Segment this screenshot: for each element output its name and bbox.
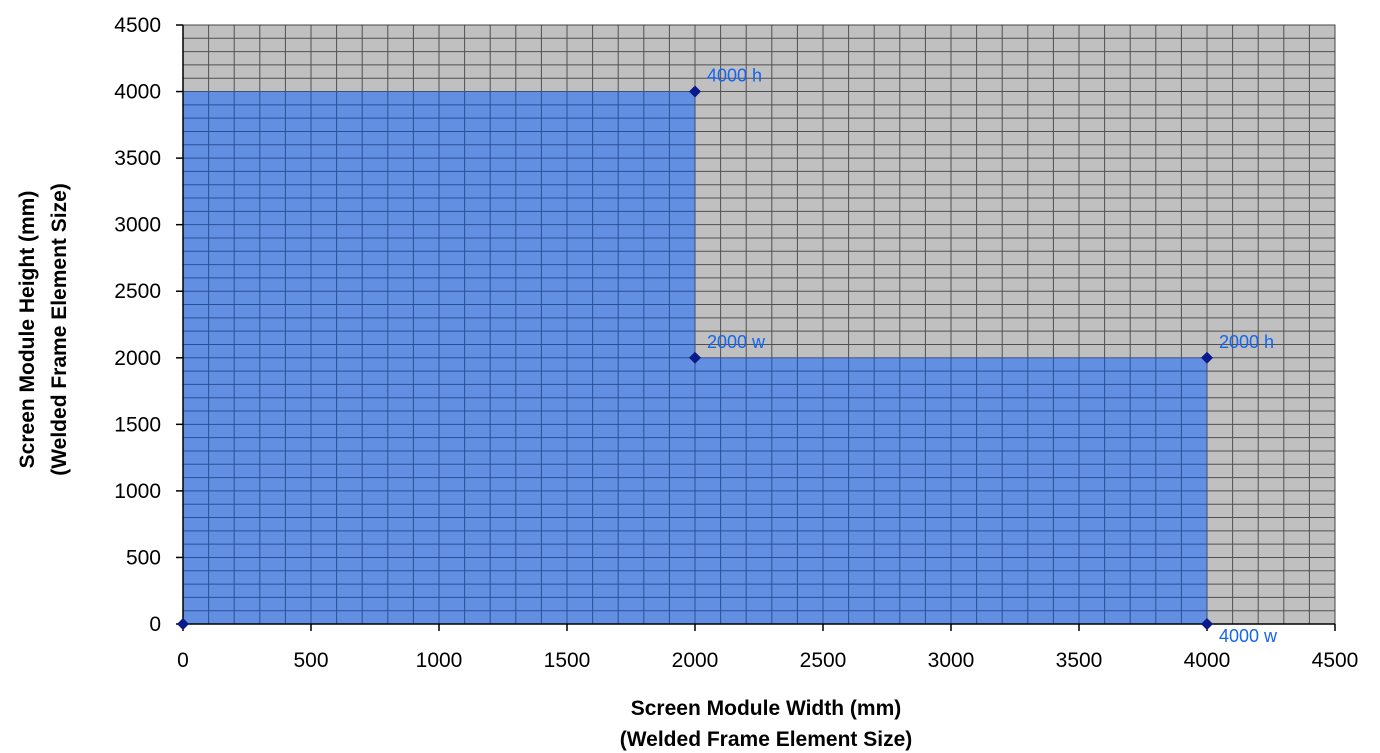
data-point-label: 2000 w xyxy=(707,332,766,352)
y-tick-label: 1500 xyxy=(114,413,161,436)
x-tick-label: 1500 xyxy=(544,649,591,672)
x-tick-label: 3500 xyxy=(1056,649,1103,672)
x-axis-title: Screen Module Width (mm) xyxy=(631,697,902,720)
y-axis: 0 500 1000 1500 2000 2500 3000 3500 4000 4500 xyxy=(114,14,184,636)
data-point-marker xyxy=(1201,618,1213,630)
x-tick-label: 2500 xyxy=(800,649,847,672)
data-point-marker xyxy=(1201,351,1213,364)
x-axis-subtitle: (Welded Frame Element Size) xyxy=(620,728,913,751)
data-point-marker xyxy=(689,351,701,364)
x-tick-label: 3000 xyxy=(928,649,975,672)
data-point-label: 2000 h xyxy=(1219,332,1274,352)
y-tick-label: 3000 xyxy=(114,214,161,237)
point-labels: 4000 h 2000 w 2000 h 4000 w xyxy=(707,66,1278,646)
x-tick-label: 4000 xyxy=(1184,649,1231,672)
data-markers xyxy=(177,85,1213,630)
data-point-marker xyxy=(177,618,189,630)
x-tick-label: 4500 xyxy=(1312,649,1359,672)
y-axis-subtitle: (Welded Frame Element Size) xyxy=(48,183,71,476)
y-tick-label: 4000 xyxy=(114,81,161,104)
x-axis: 0 500 1000 1500 2000 2500 3000 3500 4000 4500 xyxy=(177,623,1359,672)
x-tick-label: 500 xyxy=(293,649,328,672)
y-tick-label: 4500 xyxy=(114,14,161,37)
y-tick-label: 3500 xyxy=(114,147,161,170)
y-tick-label: 0 xyxy=(149,613,161,636)
y-tick-label: 1000 xyxy=(114,480,161,503)
data-point-label: 4000 w xyxy=(1219,626,1278,646)
data-point-label: 4000 h xyxy=(707,66,762,86)
x-tick-label: 2000 xyxy=(672,649,719,672)
data-point-marker xyxy=(689,85,701,98)
y-tick-label: 500 xyxy=(126,546,161,569)
y-tick-label: 2000 xyxy=(114,347,161,370)
y-tick-label: 2500 xyxy=(114,280,161,303)
y-axis-title: Screen Module Height (mm) xyxy=(16,191,39,469)
x-tick-label: 1000 xyxy=(416,649,463,672)
x-tick-label: 0 xyxy=(177,649,189,672)
